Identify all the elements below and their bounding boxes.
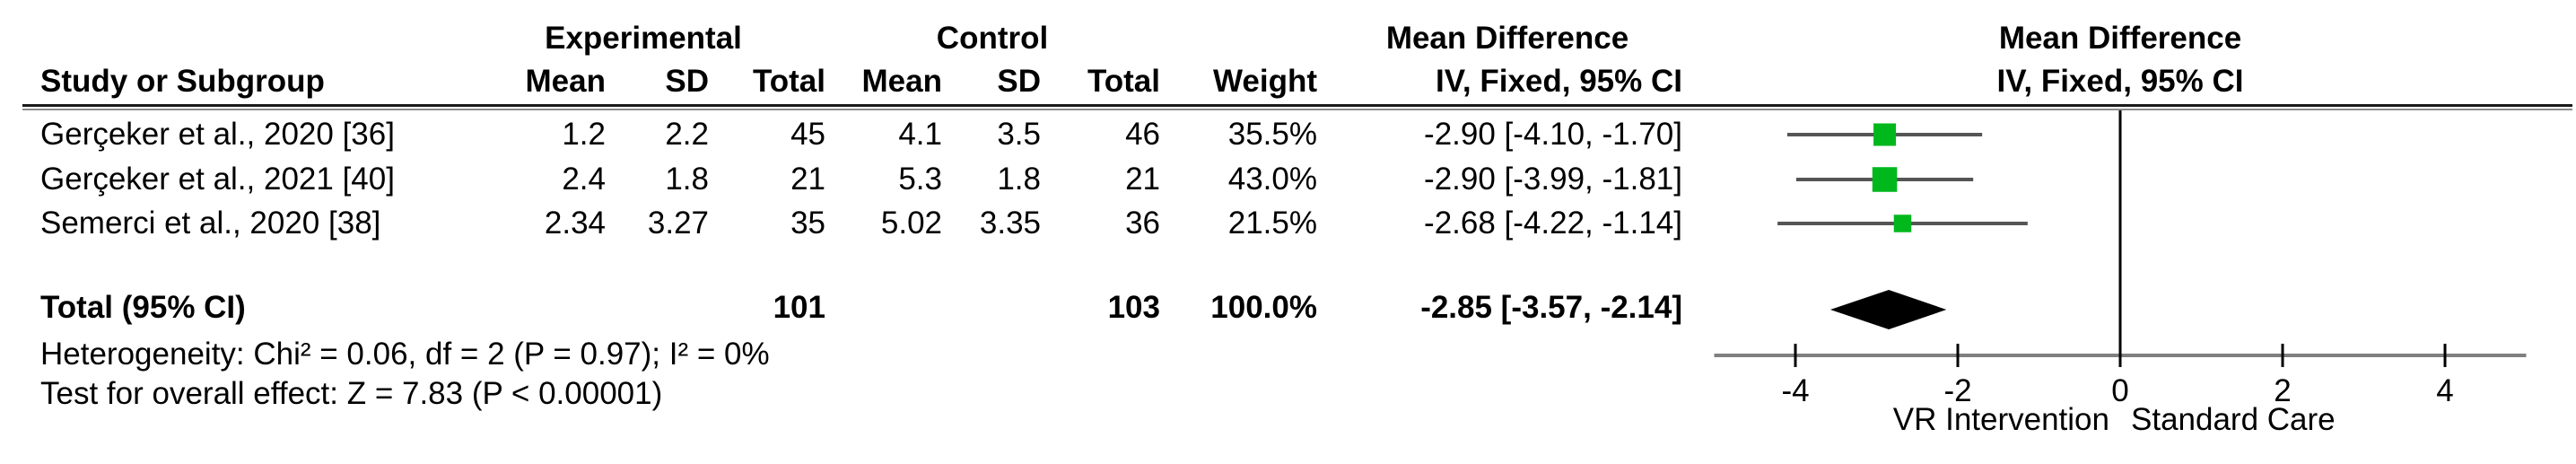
weight-value: 35.5% (1227, 117, 1317, 152)
total-diamond (1829, 290, 1947, 329)
ci-text: -2.90 [-3.99, -1.81] (1424, 162, 1682, 197)
ctl-sd: 1.8 (997, 162, 1041, 197)
effect-marker (1873, 123, 1897, 146)
exp-sd: 1.8 (665, 162, 709, 197)
header-ctl-sd: SD (997, 64, 1041, 99)
axis-tick-label: 4 (2436, 373, 2453, 408)
ctl-total: 36 (1125, 206, 1160, 241)
effect-marker (1893, 214, 1912, 232)
axis-tick-label: 0 (2111, 373, 2128, 408)
header-separator-shadow (22, 109, 2572, 110)
axis-label-right: Standard Care (2131, 402, 2336, 437)
exp-sd: 2.2 (665, 117, 709, 152)
ci-text: -2.90 [-4.10, -1.70] (1424, 117, 1682, 152)
exp-total: 45 (790, 117, 825, 152)
total-ctl-total: 103 (1107, 290, 1160, 325)
exp-total: 35 (790, 206, 825, 241)
header-iv-fixed-text: IV, Fixed, 95% CI (1436, 64, 1682, 99)
exp-mean: 2.4 (562, 162, 606, 197)
header-study: Study or Subgroup (40, 64, 325, 99)
header-ctl-total: Total (1087, 64, 1160, 99)
axis-tick-label: -4 (1781, 373, 1809, 408)
header-iv-fixed-plot: IV, Fixed, 95% CI (1996, 64, 2244, 99)
header-mean-difference-text: Mean Difference (1385, 21, 1629, 56)
header-group-experimental: Experimental (545, 21, 742, 56)
overall-effect-note: Test for overall effect: Z = 7.83 (P < 0… (40, 376, 663, 411)
total-ci-text: -2.85 [-3.57, -2.14] (1420, 290, 1682, 325)
study-name: Semerci et al., 2020 [38] (40, 206, 381, 241)
total-weight: 100.0% (1210, 290, 1317, 325)
ctl-total: 46 (1125, 117, 1160, 152)
exp-mean: 1.2 (562, 117, 606, 152)
axis-label-left: VR Intervention (1893, 402, 2109, 437)
ctl-mean: 5.3 (898, 162, 942, 197)
header-weight: Weight (1212, 64, 1317, 99)
header-exp-total: Total (752, 64, 825, 99)
total-label: Total (95% CI) (40, 290, 246, 325)
exp-sd: 3.27 (647, 206, 709, 241)
header-exp-sd: SD (665, 64, 709, 99)
study-name: Gerçeker et al., 2020 [36] (40, 117, 395, 152)
axis-tick-label: 2 (2274, 373, 2291, 408)
ctl-mean: 4.1 (898, 117, 942, 152)
header-group-control: Control (936, 21, 1049, 56)
study-name: Gerçeker et al., 2021 [40] (40, 162, 395, 197)
header-mean-difference-plot: Mean Difference (1998, 21, 2242, 56)
ci-text: -2.68 [-4.22, -1.14] (1424, 206, 1682, 241)
ctl-mean: 5.02 (880, 206, 942, 241)
ctl-total: 21 (1125, 162, 1160, 197)
total-exp-total: 101 (773, 290, 825, 325)
weight-value: 43.0% (1227, 162, 1317, 197)
exp-total: 21 (790, 162, 825, 197)
header-exp-mean: Mean (525, 64, 606, 99)
effect-marker (1872, 167, 1898, 192)
exp-mean: 2.34 (544, 206, 606, 241)
weight-value: 21.5% (1227, 206, 1317, 241)
axis-tick-label: -2 (1943, 373, 1971, 408)
ctl-sd: 3.5 (997, 117, 1041, 152)
header-ctl-mean: Mean (861, 64, 942, 99)
ctl-sd: 3.35 (979, 206, 1041, 241)
heterogeneity-note: Heterogeneity: Chi² = 0.06, df = 2 (P = … (40, 337, 770, 372)
header-separator-line (22, 104, 2572, 107)
